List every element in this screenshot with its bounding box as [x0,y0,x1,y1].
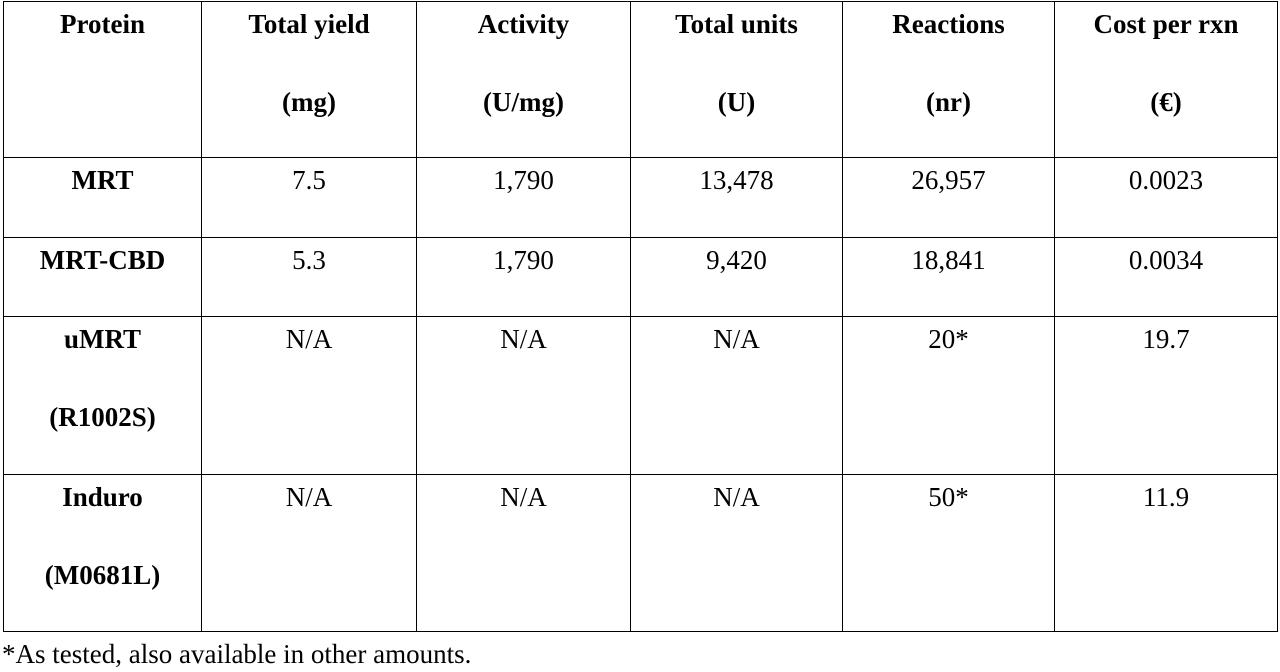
data-cell: 50* [842,474,1055,632]
cell-line: 0.0023 [1128,165,1204,195]
cell-line: N/A [500,324,547,354]
cell-line: 19.7 [1142,324,1190,354]
table-row: MRT 7.5 1,790 13,478 26,957 0.0023 [3,157,1278,238]
header-cell: Cost per rxn (€) [1054,1,1278,158]
data-cell: N/A [416,316,631,475]
cell-line: Total yield [248,9,370,39]
cell-line: 1,790 [493,245,554,275]
cell-line: Activity [477,9,570,39]
data-cell: 1,790 [416,237,631,317]
data-cell: N/A [630,474,843,632]
row-header-cell: Induro (M0681L) [3,474,202,632]
header-cell: Activity (U/mg) [416,1,631,158]
data-cell: N/A [416,474,631,632]
cell-line: (U) [717,87,756,117]
cell-line: 5.3 [292,245,326,275]
row-header-cell: MRT [3,157,202,238]
cell-line: MRT-CBD [39,245,166,275]
cell-line: 20* [928,324,969,354]
data-cell: 11.9 [1054,474,1278,632]
cell-line: (mg) [282,87,336,117]
cell-line: (R1002S) [49,402,156,432]
cell-line: 1,790 [493,165,554,195]
table-body: MRT 7.5 1,790 13,478 26,957 0.0023 MRT-CBD 5.3 1… [3,157,1278,632]
data-cell: 13,478 [630,157,843,238]
cell-line: (€) [1150,87,1182,117]
cell-line: Total units [675,9,798,39]
cell-line: Protein [60,9,145,39]
cell-line: N/A [285,324,333,354]
data-cell: 9,420 [630,237,843,317]
cell-line: 18,841 [911,245,986,275]
cell-line: N/A [713,324,760,354]
cell-line: 7.5 [292,165,326,195]
table-row: MRT-CBD 5.3 1,790 9,420 18,841 0.0034 [3,237,1278,317]
data-cell: N/A [201,316,417,475]
cell-line: 26,957 [911,165,986,195]
header-cell: Protein [3,1,202,158]
cell-line: 13,478 [699,165,774,195]
cell-line: N/A [500,482,547,512]
header-cell: Total yield (mg) [201,1,417,158]
table-row: Induro (M0681L) N/A N/A N/A 50* 11.9 [3,474,1278,632]
header-cell: Total units (U) [630,1,843,158]
cell-line: MRT [71,165,134,195]
data-cell: 20* [842,316,1055,475]
data-cell: N/A [201,474,417,632]
cell-line: N/A [713,482,760,512]
data-table: Protein Total yield (mg) Activity (U/mg) Tota… [3,1,1278,632]
cell-line: 11.9 [1142,482,1190,512]
cell-line: Induro [62,482,143,512]
data-cell: 7.5 [201,157,417,238]
data-cell: 26,957 [842,157,1055,238]
data-cell: 18,841 [842,237,1055,317]
table-row: uMRT (R1002S) N/A N/A N/A 20* 19.7 [3,316,1278,475]
data-cell: 0.0034 [1054,237,1278,317]
cell-line: 50* [928,482,969,512]
data-cell: 19.7 [1054,316,1278,475]
data-cell: 5.3 [201,237,417,317]
header-row: Protein Total yield (mg) Activity (U/mg) Tota… [3,1,1278,158]
row-header-cell: MRT-CBD [3,237,202,317]
data-cell: 0.0023 [1054,157,1278,238]
row-header-cell: uMRT (R1002S) [3,316,202,475]
cell-line: 0.0034 [1128,245,1204,275]
cell-line: Cost per rxn [1093,9,1239,39]
cell-line: Reactions [892,9,1005,39]
cell-line: N/A [285,482,333,512]
data-cell: 1,790 [416,157,631,238]
cell-line: (U/mg) [483,87,564,117]
header-cell: Reactions (nr) [842,1,1055,158]
cell-line: (nr) [926,87,971,117]
cell-line: uMRT [63,324,142,354]
data-cell: N/A [630,316,843,475]
footnote: *As tested, also available in other amou… [2,639,472,669]
cell-line: 9,420 [706,245,767,275]
cell-line: (M0681L) [44,560,161,590]
